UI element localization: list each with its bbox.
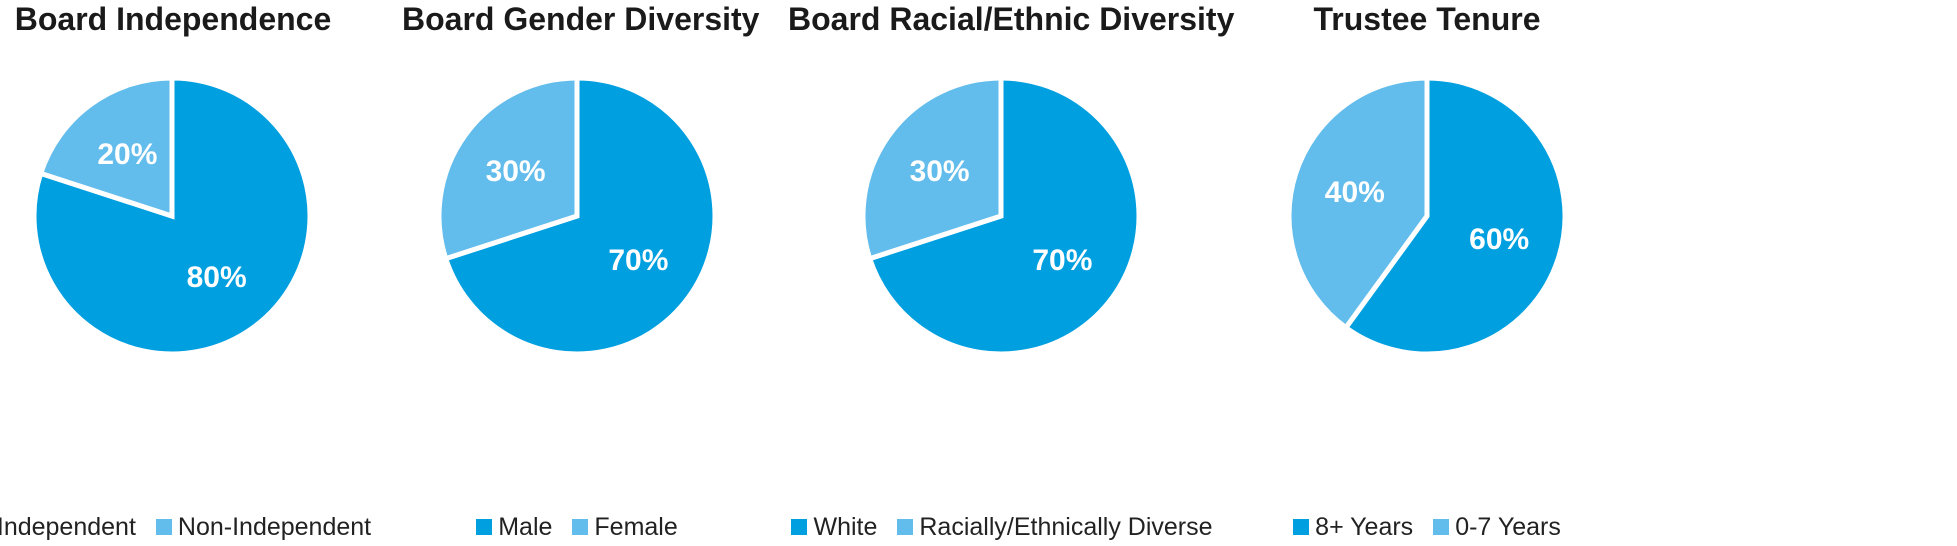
data-label-8-years: 60% <box>1469 223 1529 256</box>
chart-title: Board Racial/Ethnic Diversity <box>788 1 1235 37</box>
legend-label: Independent <box>0 513 136 541</box>
legend-item-male: Male <box>476 512 552 542</box>
legend-item-independent: Independent <box>0 512 136 542</box>
chart-title: Board Independence <box>14 1 332 37</box>
legend-item-8-plus-years: 8+ Years <box>1293 512 1413 542</box>
pie-slice-0-7-years <box>1286 75 1430 332</box>
pie-slice-non-independent <box>37 75 175 220</box>
pie-slice-female <box>436 75 580 262</box>
legend-label: 8+ Years <box>1315 513 1414 541</box>
legend-item-white: White <box>791 512 877 542</box>
legend-label: White <box>813 513 878 541</box>
chart-panel-trustee-tenure: Trustee Tenure 60% 40% 8+ Years 0-7 Years <box>1282 0 1572 546</box>
legend-label: Racially/Ethnically Diverse <box>919 513 1213 541</box>
data-label-female: 30% <box>486 155 546 188</box>
chart-panel-board-independence: Board Independence 80% 20% Independent No… <box>0 0 371 546</box>
pie-chart: 70% 30% <box>860 75 1142 357</box>
pie-slice-male <box>442 75 718 357</box>
chart-title: Board Gender Diversity <box>402 1 760 37</box>
legend-swatch <box>155 519 172 535</box>
chart-panel-board-gender-diversity: Board Gender Diversity 70% 30% Male Femal… <box>402 0 760 546</box>
data-label-0-7-years: 40% <box>1325 176 1385 209</box>
legend: Independent Non-Independent <box>0 512 371 542</box>
data-label-independent: 80% <box>187 261 247 294</box>
legend: White Racially/Ethnically Diverse <box>788 512 1216 542</box>
legend-label: Female <box>594 513 678 541</box>
legend-item-non-independent: Non-Independent <box>155 512 372 542</box>
legend-item-0-7-years: 0-7 Years <box>1433 512 1561 542</box>
pie-slice-white <box>866 75 1142 357</box>
pie-chart: 60% 40% <box>1286 75 1568 357</box>
legend-item-racially-ethnically-diverse: Racially/Ethnically Diverse <box>897 512 1213 542</box>
data-label-male: 70% <box>608 244 668 277</box>
legend-swatch <box>1293 519 1310 535</box>
legend: Male Female <box>402 512 752 542</box>
legend-label: 0-7 Years <box>1455 513 1561 541</box>
legend-label: Non-Independent <box>177 513 372 541</box>
chart-title: Trustee Tenure <box>1313 1 1541 37</box>
pie-slice-racially-ethnically-diverse <box>860 75 1004 262</box>
legend-item-female: Female <box>572 512 678 542</box>
legend: 8+ Years 0-7 Years <box>1282 512 1572 542</box>
data-label-non-independent: 20% <box>97 138 157 171</box>
pie-chart: 80% 20% <box>31 75 313 357</box>
legend-swatch <box>791 519 808 535</box>
data-label-white: 70% <box>1032 244 1092 277</box>
legend-swatch <box>897 519 914 535</box>
pie-chart: 70% 30% <box>436 75 718 357</box>
legend-swatch <box>476 519 493 535</box>
legend-swatch <box>1433 519 1450 535</box>
data-label-racially-ethnically-diverse: 30% <box>910 155 970 188</box>
chart-panel-board-racial-ethnic-diversity: Board Racial/Ethnic Diversity 70% 30% Whi… <box>788 0 1235 546</box>
pie-slice-8-years <box>1342 75 1568 357</box>
legend-label: Male <box>498 513 553 541</box>
legend-swatch <box>572 519 589 535</box>
